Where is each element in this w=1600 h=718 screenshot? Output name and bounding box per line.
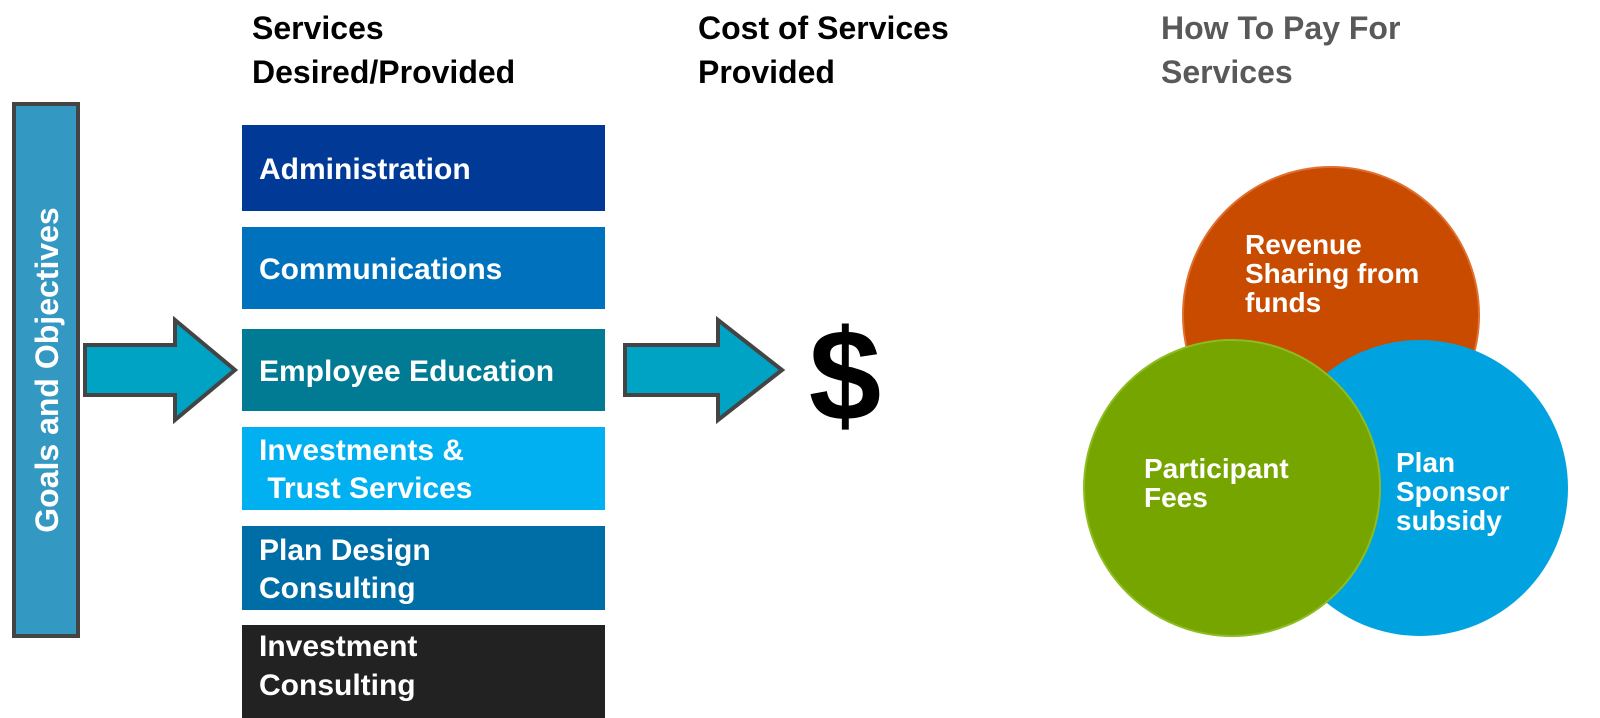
circle-label: Participant — [1144, 453, 1289, 484]
circle-label: Fees — [1144, 482, 1208, 513]
arrow — [623, 315, 786, 425]
service-label: Communications — [259, 253, 502, 286]
service-box — [242, 227, 605, 309]
header: Desired/Provided — [252, 54, 515, 90]
service-label: Trust Services — [259, 472, 472, 505]
service-box — [242, 125, 605, 211]
service-label: Plan Design — [259, 534, 431, 567]
sidebar-box — [12, 102, 80, 638]
circle-label: subsidy — [1396, 505, 1502, 536]
header: Cost of Services — [698, 10, 949, 46]
service-box — [242, 625, 605, 718]
service-label: Investment — [259, 630, 417, 663]
circle-label: Revenue — [1245, 229, 1362, 260]
service-label: Administration — [259, 153, 471, 186]
header: Services — [1161, 54, 1293, 90]
sidebar-label: Goals and Objectives — [29, 207, 65, 532]
service-label: Investments & — [259, 434, 464, 467]
service-box — [242, 526, 605, 610]
circle-label: funds — [1245, 287, 1321, 318]
header: Provided — [698, 54, 835, 90]
circle-label: Sponsor — [1396, 476, 1510, 507]
header: Services — [252, 10, 384, 46]
cost-symbol: $ — [809, 302, 881, 448]
service-label: Consulting — [259, 669, 416, 702]
arrow — [83, 315, 239, 425]
service-label: Consulting — [259, 572, 416, 605]
circle — [1083, 339, 1381, 637]
header: How To Pay For — [1161, 10, 1400, 46]
circle-label: Plan — [1396, 447, 1455, 478]
service-label: Employee Education — [259, 355, 554, 388]
circle-label: Sharing from — [1245, 258, 1419, 289]
service-box — [242, 329, 605, 411]
service-box — [242, 427, 605, 510]
